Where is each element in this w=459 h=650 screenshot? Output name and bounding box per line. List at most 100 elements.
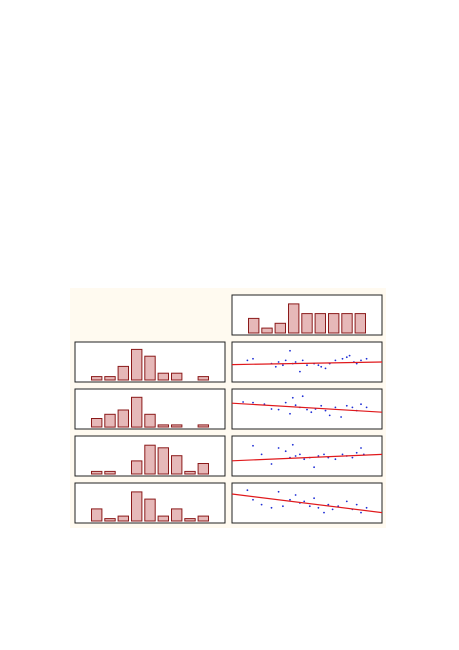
scatter-point (252, 444, 254, 447)
scatter-row3-frame (231, 435, 383, 477)
histogram-bar (197, 376, 210, 381)
histogram-bar (91, 376, 103, 381)
scatter-point (351, 406, 354, 409)
scatter-point (323, 511, 325, 514)
histogram-bar (144, 413, 156, 428)
histogram-bar (171, 424, 183, 428)
scatter-point (324, 367, 327, 370)
histogram-bar (91, 418, 103, 428)
scatter-point (252, 401, 254, 404)
scatter-point (277, 361, 280, 363)
scatter-point (317, 506, 320, 509)
scatter-point (284, 450, 287, 453)
scatter-point (360, 359, 362, 362)
scatter-point (351, 456, 354, 459)
histogram-bar (171, 508, 183, 522)
scatter-point (317, 455, 320, 457)
scatter-point (270, 408, 273, 410)
scatter-point (365, 357, 368, 360)
scatter-point (303, 458, 306, 461)
scatter-point (277, 447, 280, 449)
histogram-bar (197, 463, 210, 475)
scatter-point (365, 506, 368, 509)
scatter-point (282, 364, 284, 367)
histogram-bar (184, 518, 196, 522)
histogram-bar (104, 518, 116, 522)
histogram-bar (274, 322, 287, 334)
scatter-point (303, 500, 306, 503)
scatter-point (345, 500, 348, 503)
scatter-point (360, 511, 362, 514)
histogram-bar (117, 515, 129, 522)
scatter-point (345, 356, 348, 359)
regression-line (231, 361, 383, 366)
scatter-point (324, 409, 327, 412)
panels (74, 294, 383, 524)
histogram-bar (301, 313, 313, 334)
scatter-point (323, 453, 325, 456)
scatter-row2-panel (231, 388, 383, 430)
scatter-point (299, 370, 301, 373)
scatter-point (252, 498, 254, 501)
scatter-point (270, 463, 273, 465)
hist-row2-panel (74, 388, 226, 430)
scatter-point (291, 443, 294, 446)
histogram-bar (157, 447, 170, 475)
scatter-point (252, 357, 254, 360)
scatter-row1-panel (231, 341, 383, 383)
scatter-row4-panel (231, 482, 383, 524)
histogram-bar (248, 317, 260, 334)
scatter-point (289, 498, 291, 501)
histogram-bar (131, 348, 143, 381)
regression-line (231, 402, 383, 413)
histogram-bar (288, 303, 300, 334)
histogram-bar (197, 515, 210, 522)
scatter-point (291, 396, 294, 399)
scatter-point (340, 416, 342, 418)
scatter-point (301, 395, 304, 398)
scatter-row4-frame (231, 482, 383, 524)
histogram-bar (104, 376, 116, 381)
scatter-point (299, 453, 301, 456)
scatter-point (355, 362, 358, 365)
scatter-point (320, 365, 323, 368)
scatter-point (327, 503, 330, 506)
histogram-bar (354, 313, 367, 334)
scatter-point (334, 406, 337, 409)
histogram-bar (261, 327, 273, 334)
hist-row1-panel (74, 341, 226, 383)
scatter-point (306, 408, 308, 411)
histogram-bar (104, 470, 116, 475)
scatter-point (328, 414, 331, 417)
histogram-bar (117, 365, 129, 381)
scatter-point (313, 466, 315, 469)
scatter-point (355, 451, 358, 454)
scatter-point (260, 503, 263, 506)
histogram-bar (144, 355, 156, 381)
histogram-bar (117, 409, 129, 428)
histogram-bar (91, 508, 103, 522)
histogram-bar (131, 460, 143, 475)
histogram-bar (171, 372, 183, 381)
scatter-point (270, 506, 273, 509)
regression-line (231, 493, 383, 514)
scatter-point (306, 364, 308, 367)
scatter-point (348, 354, 351, 357)
scatter-point (310, 411, 313, 414)
histogram-bar (341, 313, 353, 334)
scatter-point (246, 359, 249, 362)
histogram-bar (144, 444, 156, 475)
histogram-bar (144, 498, 156, 522)
scatter-point (277, 408, 280, 411)
scatter-point (294, 455, 297, 457)
scatter-point (294, 404, 297, 407)
histogram-bar (131, 396, 143, 428)
histogram-bar (197, 424, 210, 428)
scatter-point (301, 359, 304, 362)
scatter-point (289, 349, 291, 352)
scatter-point (331, 508, 334, 511)
scatter-point (277, 490, 280, 493)
scatter-point (360, 447, 362, 449)
histogram-bar (91, 470, 103, 475)
